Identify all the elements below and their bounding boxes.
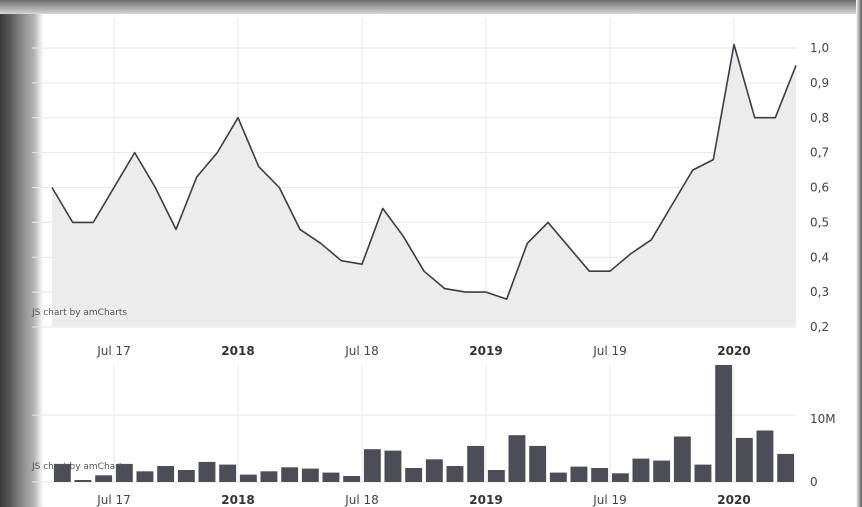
volume-bar	[653, 460, 671, 482]
price-y-tick-label: 0,4	[810, 250, 829, 264]
volume-bar	[673, 436, 691, 482]
volume-bar	[384, 450, 402, 482]
amcharts-credit: JS chart by amCharts	[31, 462, 127, 472]
volume-x-tick-label: 2020	[717, 493, 750, 507]
volume-x-tick-label: Jul 17	[96, 493, 131, 507]
volume-bar	[529, 445, 547, 482]
volume-bar	[591, 468, 609, 482]
volume-bar	[694, 464, 712, 482]
price-x-tick-label: Jul 17	[96, 344, 131, 358]
window-right-edge	[856, 0, 862, 507]
price-line	[51, 43, 797, 300]
volume-bar	[446, 466, 464, 482]
volume-bar	[715, 365, 733, 482]
volume-bar	[157, 466, 175, 482]
price-y-tick-label: 0,8	[810, 111, 829, 125]
volume-bar	[735, 437, 753, 482]
volume-bar	[363, 449, 381, 482]
price-x-tick-label: 2018	[221, 344, 254, 358]
volume-x-tick-label: Jul 18	[344, 493, 379, 507]
price-x-tick-label: 2020	[717, 344, 750, 358]
volume-bar	[570, 466, 588, 482]
price-x-tick-label: Jul 19	[592, 344, 627, 358]
volume-bar	[322, 472, 340, 482]
volume-x-tick-label: Jul 19	[592, 493, 627, 507]
volume-bar	[611, 473, 629, 482]
window-top-edge	[0, 0, 862, 14]
price-y-tick-label: 0,5	[810, 215, 829, 229]
volume-bar	[405, 468, 423, 482]
volume-bar	[198, 461, 216, 482]
volume-bar	[467, 445, 485, 482]
price-y-tick-label: 0,3	[810, 285, 829, 299]
volume-x-tick-label: 2018	[221, 493, 254, 507]
volume-bar	[549, 472, 567, 482]
volume-bar	[343, 476, 361, 482]
volume-bar	[177, 470, 195, 482]
volume-x-tick-label: 2019	[469, 493, 502, 507]
volume-bar	[301, 468, 319, 482]
price-y-tick-label: 0,9	[810, 76, 829, 90]
volume-y-tick-label: 10M	[810, 412, 836, 426]
price-y-tick-label: 1,0	[810, 41, 829, 55]
price-x-tick-label: Jul 18	[344, 344, 379, 358]
volume-bar	[136, 471, 154, 482]
price-y-tick-label: 0,7	[810, 146, 829, 160]
price-x-tick-label: 2019	[469, 344, 502, 358]
price-y-tick-label: 0,6	[810, 181, 829, 195]
volume-bar	[508, 435, 526, 482]
volume-bar	[777, 453, 795, 482]
volume-bar	[425, 459, 443, 482]
volume-bar	[115, 463, 133, 482]
volume-bar	[53, 463, 71, 482]
volume-bar	[219, 464, 237, 482]
volume-bar	[632, 458, 650, 482]
amcharts-credit: JS chart by amCharts	[31, 308, 127, 318]
volume-bar	[74, 480, 92, 482]
volume-bar	[756, 430, 774, 482]
volume-bar	[487, 470, 505, 482]
volume-y-tick-label: 0	[810, 475, 818, 489]
volume-bar	[281, 467, 299, 482]
price-y-tick-label: 0,2	[810, 320, 829, 334]
volume-bar	[239, 474, 257, 482]
volume-bar	[260, 471, 278, 482]
volume-bar	[95, 475, 113, 482]
price-area-fill	[52, 44, 796, 327]
